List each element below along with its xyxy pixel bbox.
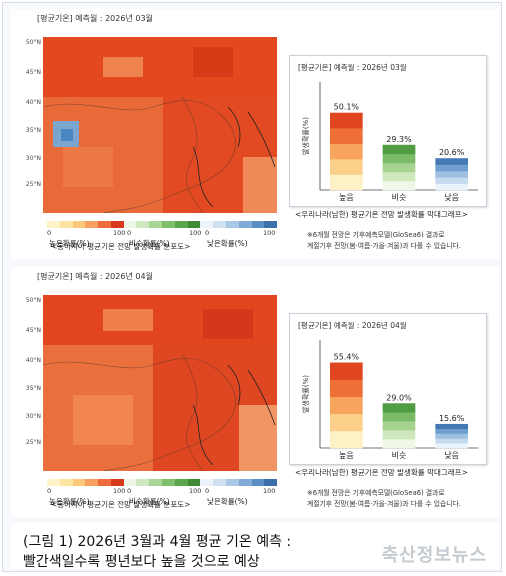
scale-label-above: 높은확률(%) [49, 497, 90, 506]
bar [435, 423, 468, 449]
data-label: 20.6% [439, 148, 465, 157]
chart-caption: <우리나라(남한) 평균기온 전망 발생확률 막대그래프> [295, 468, 468, 477]
lat-label: 25°N [25, 181, 41, 188]
scale-tick: 100 [263, 229, 276, 237]
forecast-panel-april: [평균기온] 예측월 : 2026년 04월 50°N 45°N 40°N 35… [11, 267, 499, 517]
scale-tick: 100 [113, 487, 126, 495]
chart-title: [평균기온] 예측월 : 2026년 03월 [298, 63, 407, 72]
map-caption: <동아시아 평균기온 전망 발생확률 분포도> [51, 242, 191, 251]
y-axis-label: 발생확률(%) [301, 117, 310, 155]
model-note: 계절기후 전망(봄·여름·가을·겨울)과 다를 수 있습니다. [307, 500, 461, 508]
map-caption: <동아시아 평균기온 전망 발생확률 분포도> [51, 500, 191, 509]
category-label: 비슷 [392, 451, 407, 460]
model-note: ※6개월 전망은 기후예측모델(GloSea6) 결과로 [307, 489, 445, 497]
scale-tick: 0 [127, 487, 132, 495]
scale-tick: 100 [113, 229, 126, 237]
map-graphic [43, 295, 277, 471]
bar-chart-march: [평균기온] 예측월 : 2026년 03월 발생확률(%) 50.1% 높음 29.… [289, 55, 487, 207]
lat-label: 40°N [25, 99, 41, 106]
bar [330, 112, 363, 191]
figure-caption: (그림 1) 2026년 3월과 4월 평균 기온 예측 : 빨간색일수록 평년… [11, 523, 499, 570]
scale-label-below: 낮은확률(%) [207, 239, 248, 248]
category-label: 높음 [339, 193, 354, 202]
forecast-panel-march: [평균기온] 예측월 : 2026년 03월 50°N 45°N 40°N 35… [11, 9, 499, 259]
caption-line-1: (그림 1) 2026년 3월과 4월 평균 기온 예측 : [23, 534, 292, 550]
scale-label-normal: 비슷확률(%) [129, 239, 170, 248]
map-header: [평균기온] 예측월 : 2026년 04월 [37, 272, 153, 281]
lat-label: 25°N [25, 439, 41, 446]
category-label: 낮음 [444, 192, 459, 202]
watermark: 축산정보뉴스 [381, 545, 487, 566]
lat-label: 35°N [25, 385, 41, 392]
figure-frame: [평균기온] 예측월 : 2026년 03월 50°N 45°N 40°N 35… [2, 2, 502, 572]
data-label: 29.0% [386, 393, 412, 402]
chart-caption: <우리나라(남한) 평균기온 전망 발생확률 막대그래프> [295, 210, 468, 219]
lat-label: 45°N [25, 327, 41, 334]
scale-tick: 0 [205, 229, 210, 237]
y-axis-label: 발생확률(%) [301, 375, 310, 413]
bar-chart-april: [평균기온] 예측월 : 2026년 04월 발생확률(%) 55.4% 높음 29.… [289, 313, 487, 465]
data-label: 55.4% [334, 353, 360, 362]
data-label: 15.6% [439, 414, 465, 423]
scale-tick: 0 [47, 487, 52, 495]
lat-label: 30°N [25, 155, 41, 162]
probability-map [43, 37, 277, 213]
model-note: 계절기후 전망(봄·여름·가을·겨울)과 다를 수 있습니다. [307, 242, 461, 250]
lat-label: 40°N [25, 357, 41, 364]
chart-title: [평균기온] 예측월 : 2026년 04월 [298, 321, 407, 330]
category-label: 비슷 [392, 193, 407, 202]
lat-label: 45°N [25, 69, 41, 76]
bar [330, 362, 363, 449]
bar [382, 403, 416, 449]
bar [382, 144, 416, 191]
lat-label: 35°N [25, 127, 41, 134]
data-label: 29.3% [386, 135, 412, 144]
scale-label-normal: 비슷확률(%) [129, 497, 170, 506]
lat-label: 30°N [25, 413, 41, 420]
scale-tick: 0 [205, 487, 210, 495]
lat-label: 50°N [25, 39, 41, 46]
map-graphic [43, 37, 277, 213]
probability-map [43, 295, 277, 471]
bar-chart-svg: 발생확률(%) 55.4% 높음 29.0% 비슷 15.6% 낮음 [301, 340, 478, 460]
color-scale-bar [47, 221, 278, 228]
category-label: 낮음 [444, 450, 459, 460]
scale-tick: 100 [189, 487, 202, 495]
caption-line-2: 빨간색일수록 평년보다 높을 것으로 예상 [23, 554, 260, 570]
scale-label-below: 낮은확률(%) [207, 497, 248, 506]
model-note: ※6개월 전망은 기후예측모델(GloSea6) 결과로 [307, 231, 445, 239]
bar-chart-svg: 발생확률(%) 50.1% 높음 29.3% 비슷 20.6% 낮음 [301, 82, 478, 202]
color-scale: 0 100 0 100 0 100 높은확률(%) 비슷확률(%) 낮은확률(%… [47, 479, 278, 519]
category-label: 높음 [339, 451, 354, 460]
bar [435, 158, 468, 191]
scale-label-above: 높은확률(%) [49, 239, 90, 248]
color-scale: 0 100 0 100 0 100 높은확률(%) 비슷확률(%) 낮은확률(%… [47, 221, 278, 261]
scale-tick: 0 [127, 229, 132, 237]
data-label: 50.1% [334, 103, 360, 112]
lat-label: 50°N [25, 297, 41, 304]
map-header: [평균기온] 예측월 : 2026년 03월 [37, 14, 153, 23]
color-scale-bar [47, 479, 278, 486]
scale-tick: 100 [263, 487, 276, 495]
scale-tick: 0 [47, 229, 52, 237]
scale-tick: 100 [189, 229, 202, 237]
